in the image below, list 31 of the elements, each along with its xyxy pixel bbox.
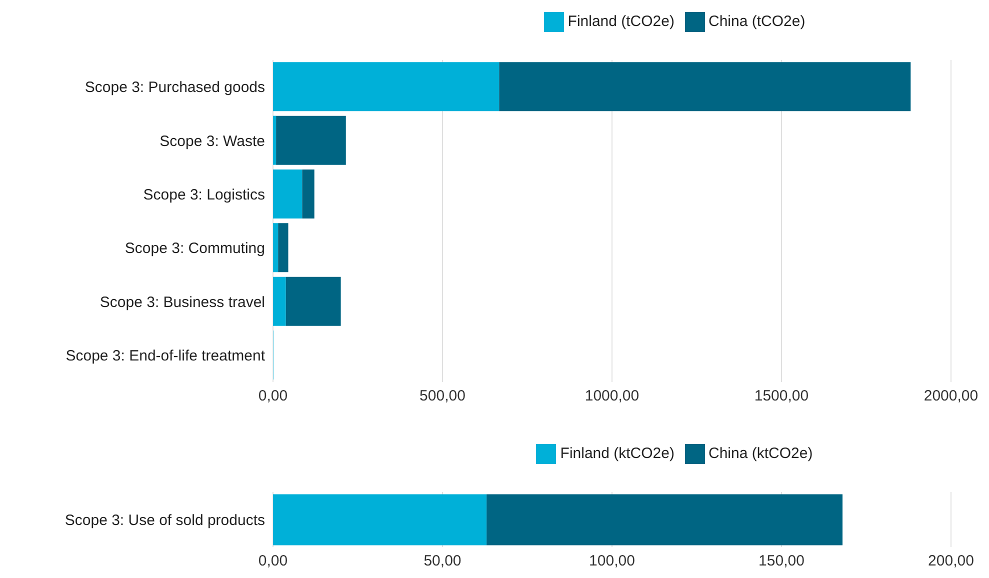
bar bbox=[273, 169, 302, 218]
x-tick-label: 1500,00 bbox=[754, 388, 809, 405]
bar bbox=[273, 62, 500, 112]
x-tick-label: 50,00 bbox=[424, 552, 462, 570]
y-tick-label: Scope 3: End-of-life treatment bbox=[66, 347, 266, 364]
legend-label: Finland (tCO2e) bbox=[568, 12, 674, 30]
x-tick-label: 500,00 bbox=[420, 388, 466, 405]
x-tick-label: 100,00 bbox=[589, 552, 635, 570]
legend-label: China (tCO2e) bbox=[708, 12, 806, 30]
bar bbox=[273, 276, 286, 326]
x-tick-label: 0,00 bbox=[258, 388, 288, 405]
legend-label: Finland (ktCO2e) bbox=[560, 444, 674, 462]
x-tick-label: 0,00 bbox=[258, 552, 288, 570]
y-tick-label: Scope 3: Use of sold products bbox=[64, 512, 265, 529]
x-tick-label: 200,00 bbox=[928, 552, 974, 570]
bar bbox=[286, 276, 341, 326]
bar bbox=[273, 116, 276, 165]
x-tick-label: 2000,00 bbox=[924, 388, 978, 405]
x-tick-label: 1000,00 bbox=[584, 388, 640, 405]
x-tick-label: 150,00 bbox=[758, 552, 804, 570]
y-tick-label: Scope 3: Business travel bbox=[100, 294, 265, 311]
legend-label: China (ktCO2e) bbox=[708, 444, 813, 462]
bar bbox=[273, 223, 278, 272]
y-tick-label: Scope 3: Purchased goods bbox=[84, 79, 265, 96]
y-tick-label: Scope 3: Waste bbox=[160, 132, 265, 150]
y-tick-label: Scope 3: Logistics bbox=[143, 186, 265, 204]
bar bbox=[302, 169, 314, 218]
y-tick-label: Scope 3: Commuting bbox=[124, 240, 265, 258]
bar bbox=[278, 223, 288, 272]
bar bbox=[499, 62, 911, 112]
bar bbox=[276, 116, 346, 165]
